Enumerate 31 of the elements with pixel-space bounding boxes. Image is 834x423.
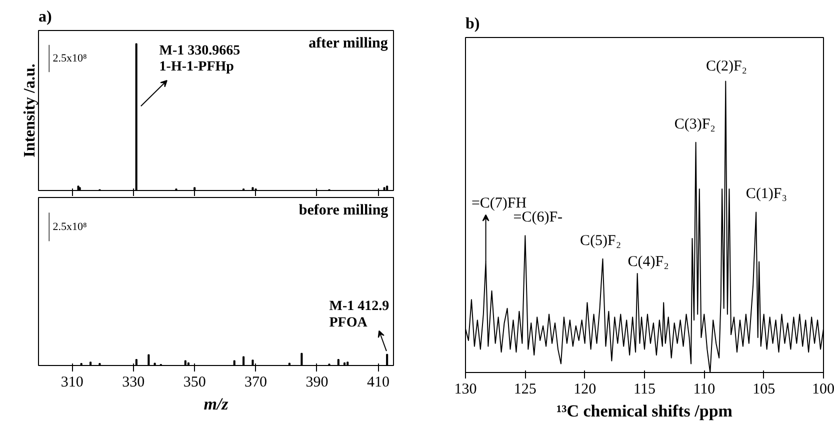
annotation: C(1)F₃ — [746, 186, 788, 202]
annotation: C(3)F₂ — [674, 116, 716, 132]
annotation: C(4)F₂ — [628, 254, 669, 270]
x-tick-label: 100 — [812, 382, 834, 398]
y-axis-title: Intensity /a.u. — [22, 64, 38, 158]
chart-title: a) — [38, 8, 52, 26]
x-tick-label: 110 — [693, 382, 716, 398]
annotation: M-1 330.9665 1-H-1-PFHp — [159, 44, 240, 75]
annotation: =C(7)FH — [471, 196, 527, 212]
x-axis-title: m/z — [204, 394, 229, 414]
x-tick-label: 330 — [122, 374, 145, 390]
annotation: 2.5x10⁸ — [52, 52, 87, 64]
x-tick-label: 310 — [60, 374, 84, 390]
x-axis-title: ¹³C chemical shifts /ppm — [556, 402, 732, 420]
chart-title: b) — [466, 16, 480, 32]
x-tick-label: 125 — [514, 382, 536, 398]
annotation: C(2)F₂ — [706, 58, 748, 74]
x-tick-label: 390 — [306, 374, 328, 390]
annotation: C(5)F₂ — [580, 232, 622, 249]
text: after milling — [308, 35, 388, 52]
x-tick-label: 120 — [574, 382, 596, 398]
x-tick-label: 370 — [244, 374, 268, 390]
x-tick-label: 350 — [183, 374, 206, 390]
x-tick-label: 130 — [454, 382, 477, 398]
text: 2.5x10⁸ — [52, 220, 87, 233]
legend-label: before milling — [298, 202, 389, 219]
annotation: =C(6)F- — [513, 210, 563, 226]
x-tick-label: 115 — [634, 382, 656, 398]
annotation: M-1 412.9 PFOA — [329, 298, 390, 331]
x-tick-label: 105 — [752, 382, 776, 398]
x-tick-label: 410 — [366, 374, 390, 390]
